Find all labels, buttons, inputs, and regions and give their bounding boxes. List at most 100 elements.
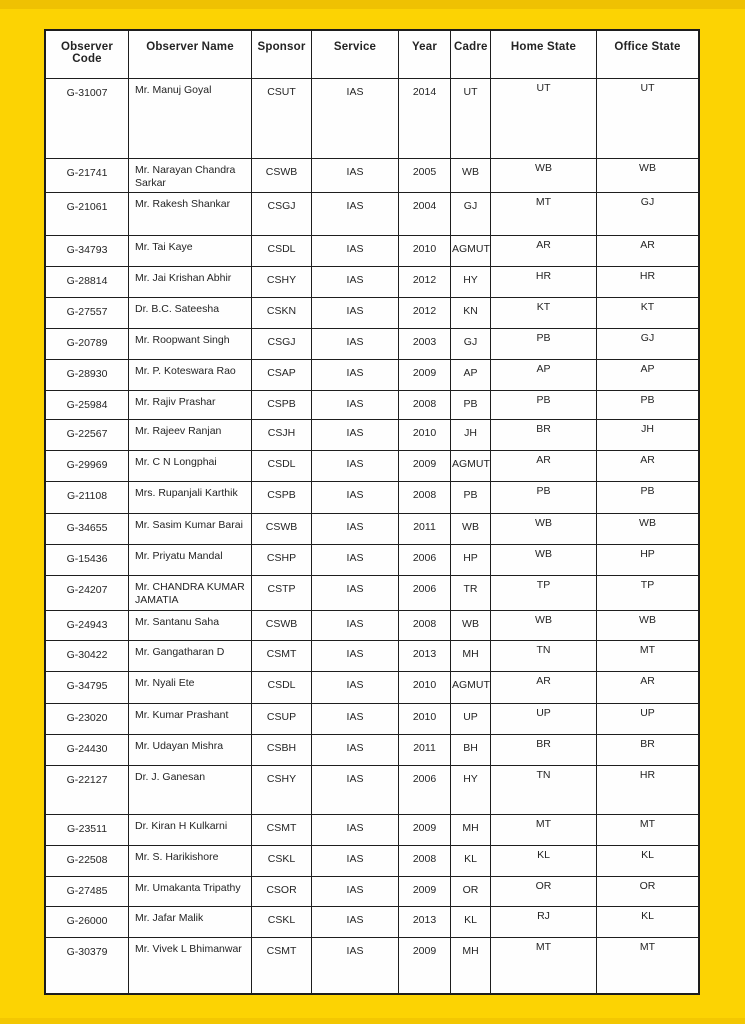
cell-cadre: UT	[450, 78, 491, 159]
cell-code: G-21741	[45, 157, 129, 194]
cell-sponsor: CSAP	[251, 359, 312, 392]
cell-name: Mr. Nyali Ete	[128, 670, 252, 704]
cell-cadre: GJ	[450, 328, 491, 361]
cell-office: AP	[596, 359, 699, 392]
cell-office: OR	[596, 875, 699, 907]
column-header-name: Observer Name	[128, 30, 252, 79]
cell-office: TP	[596, 575, 699, 611]
cell-home: KT	[490, 297, 597, 330]
column-header-office: Office State	[596, 30, 699, 79]
cell-home: AR	[490, 450, 597, 483]
cell-cadre: HY	[450, 764, 491, 815]
cell-cadre: BH	[450, 733, 491, 766]
cell-cadre: KL	[450, 844, 491, 877]
cell-year: 2008	[398, 844, 451, 877]
cell-office: KL	[596, 844, 699, 877]
cell-cadre: TR	[450, 575, 491, 611]
cell-name: Mr. Jai Krishan Abhir	[128, 266, 252, 299]
table-row: G-24943 Mr. Santanu Saha CSWB IAS 2008 WB WB WB	[45, 609, 699, 641]
cell-office: HR	[596, 764, 699, 815]
cell-service: IAS	[311, 359, 399, 392]
cell-office: AR	[596, 670, 699, 704]
cell-service: IAS	[311, 481, 399, 515]
cell-name: Mr. Rakesh Shankar	[128, 192, 252, 237]
cell-code: G-34793	[45, 235, 129, 268]
cell-code: G-27485	[45, 875, 129, 907]
cell-sponsor: CSWB	[251, 513, 312, 546]
cell-home: MT	[490, 813, 597, 846]
cell-home: OR	[490, 875, 597, 907]
cell-home: AR	[490, 670, 597, 704]
cell-office: WB	[596, 157, 699, 194]
cell-sponsor: CSGJ	[251, 328, 312, 361]
cell-year: 2004	[398, 192, 451, 237]
cell-code: G-26000	[45, 905, 129, 938]
cell-cadre: OR	[450, 875, 491, 907]
cell-name: Mr. Rajeev Ranjan	[128, 419, 252, 452]
cell-home: UP	[490, 702, 597, 735]
cell-service: IAS	[311, 875, 399, 907]
cell-service: IAS	[311, 813, 399, 846]
cell-code: G-20789	[45, 328, 129, 361]
cell-name: Mrs. Rupanjali Karthik	[128, 481, 252, 515]
cell-year: 2008	[398, 609, 451, 641]
cell-cadre: MH	[450, 639, 491, 672]
cell-name: Dr. J. Ganesan	[128, 764, 252, 815]
cell-home: PB	[490, 390, 597, 421]
cell-cadre: HY	[450, 266, 491, 299]
table-row: G-26000 Mr. Jafar Malik CSKL IAS 2013 KL RJ KL	[45, 905, 699, 938]
table-body: G-31007 Mr. Manuj Goyal CSUT IAS 2014 UT UT UT G…	[45, 78, 699, 994]
column-header-service: Service	[311, 30, 399, 79]
cell-office: JH	[596, 419, 699, 452]
cell-sponsor: CSWB	[251, 157, 312, 194]
cell-cadre: WB	[450, 157, 491, 194]
cell-code: G-23511	[45, 813, 129, 846]
table-row: G-15436 Mr. Priyatu Mandal CSHP IAS 2006 HP WB…	[45, 544, 699, 577]
cell-office: AR	[596, 450, 699, 483]
table-row: G-34793 Mr. Tai Kaye CSDL IAS 2010 AGMUT AR AR	[45, 235, 699, 268]
cell-year: 2010	[398, 419, 451, 452]
cell-service: IAS	[311, 544, 399, 577]
cell-name: Mr. P. Koteswara Rao	[128, 359, 252, 392]
cell-name: Mr. C N Longphai	[128, 450, 252, 483]
cell-home: TP	[490, 575, 597, 611]
cell-office: KL	[596, 905, 699, 938]
table-row: G-27557 Dr. B.C. Sateesha CSKN IAS 2012 KN KT K…	[45, 297, 699, 330]
cell-cadre: AGMUT	[450, 670, 491, 704]
cell-year: 2009	[398, 813, 451, 846]
cell-office: KT	[596, 297, 699, 330]
table-row: G-28930 Mr. P. Koteswara Rao CSAP IAS 2009 AP…	[45, 359, 699, 392]
cell-sponsor: CSMT	[251, 936, 312, 994]
cell-year: 2011	[398, 513, 451, 546]
cell-sponsor: CSGJ	[251, 192, 312, 237]
table-row: G-22567 Mr. Rajeev Ranjan CSJH IAS 2010 JH BR J…	[45, 419, 699, 452]
cell-cadre: MH	[450, 813, 491, 846]
cell-name: Mr. Jafar Malik	[128, 905, 252, 938]
cell-service: IAS	[311, 733, 399, 766]
table-row: G-34655 Mr. Sasim Kumar Barai CSWB IAS 2011 W…	[45, 513, 699, 546]
cell-code: G-23020	[45, 702, 129, 735]
table-row: G-22127 Dr. J. Ganesan CSHY IAS 2006 HY TN HR	[45, 764, 699, 815]
cell-sponsor: CSTP	[251, 575, 312, 611]
cell-code: G-24430	[45, 733, 129, 766]
cell-cadre: AGMUT	[450, 235, 491, 268]
cell-cadre: MH	[450, 936, 491, 994]
cell-code: G-21108	[45, 481, 129, 515]
cell-year: 2012	[398, 297, 451, 330]
cell-sponsor: CSUT	[251, 78, 312, 159]
cell-home: MT	[490, 936, 597, 994]
cell-sponsor: CSJH	[251, 419, 312, 452]
cell-office: HR	[596, 266, 699, 299]
cell-sponsor: CSBH	[251, 733, 312, 766]
cell-service: IAS	[311, 513, 399, 546]
cell-service: IAS	[311, 78, 399, 159]
cell-year: 2010	[398, 235, 451, 268]
cell-home: UT	[490, 78, 597, 159]
cell-sponsor: CSDL	[251, 235, 312, 268]
cell-code: G-24943	[45, 609, 129, 641]
table-row: G-24430 Mr. Udayan Mishra CSBH IAS 2011 BH BR B…	[45, 733, 699, 766]
table-row: G-23020 Mr. Kumar Prashant CSUP IAS 2010 UP UP…	[45, 702, 699, 735]
cell-name: Mr. Udayan Mishra	[128, 733, 252, 766]
cell-home: BR	[490, 419, 597, 452]
cell-office: WB	[596, 609, 699, 641]
